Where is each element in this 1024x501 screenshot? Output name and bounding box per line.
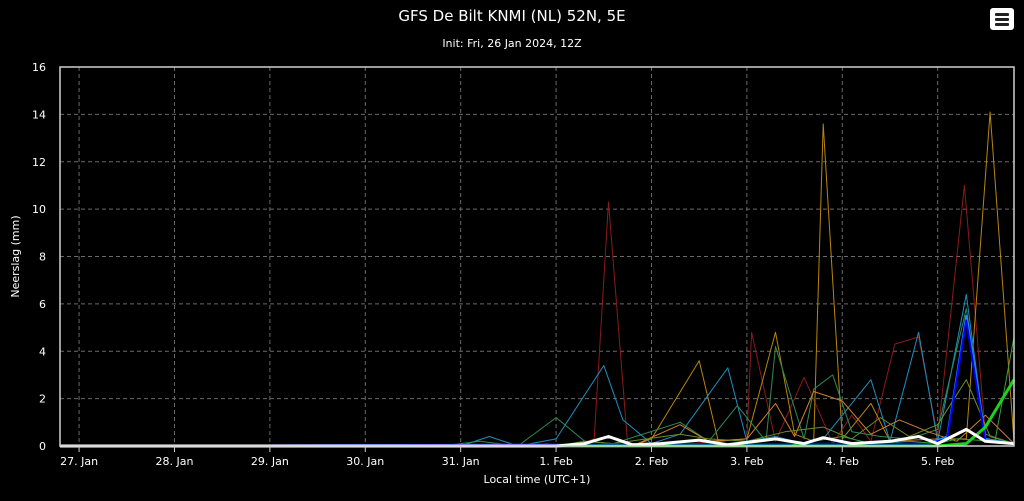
y-tick-label: 12: [32, 156, 46, 169]
x-tick-label: 30. Jan: [346, 455, 384, 468]
menu-bar: [995, 13, 1009, 16]
y-tick-label: 0: [39, 440, 46, 453]
chart-title: GFS De Bilt KNMI (NL) 52N, 5E: [398, 7, 626, 25]
x-tick-label: 5. Feb: [921, 455, 954, 468]
series-line: [60, 427, 1015, 448]
y-tick-label: 10: [32, 203, 46, 216]
series-line: [60, 391, 1015, 447]
x-tick-label: 1. Feb: [539, 455, 572, 468]
axes: 0 2 4 6 8 10 12 14 16 27. Jan 28. Jan 29. Jan 30. Ja…: [9, 61, 954, 486]
grid: [60, 67, 1014, 446]
x-tick-label: 29. Jan: [251, 455, 289, 468]
series-line: [60, 336, 1015, 447]
y-tick-label: 2: [39, 393, 46, 406]
y-axis-title: Neerslag (mm): [9, 215, 22, 297]
x-tick-label: 3. Feb: [730, 455, 763, 468]
hamburger-menu-icon[interactable]: [990, 8, 1014, 30]
x-axis-title: Local time (UTC+1): [484, 473, 591, 486]
y-tick-label: 4: [39, 345, 46, 358]
menu-bar: [995, 18, 1009, 21]
y-tick-label: 8: [39, 251, 46, 264]
y-tick-label: 14: [32, 108, 46, 121]
x-tick-label: 4. Feb: [826, 455, 859, 468]
x-tick-label: 2. Feb: [635, 455, 668, 468]
series-line: [60, 308, 1015, 447]
x-tick-label: 31. Jan: [442, 455, 480, 468]
x-tick-label: 27. Jan: [60, 455, 98, 468]
series-line: [60, 184, 1015, 447]
menu-bar: [995, 23, 1009, 26]
y-tick-label: 6: [39, 298, 46, 311]
series-line: [59, 319, 1015, 447]
x-tick-label: 28. Jan: [156, 455, 194, 468]
series-line: [60, 293, 1015, 447]
series-line: [60, 379, 1015, 447]
y-tick-label: 16: [32, 61, 46, 74]
chart-subtitle: Init: Fri, 26 Jan 2024, 12Z: [442, 37, 582, 50]
series-line: [60, 378, 1016, 448]
plot-border: [59, 66, 1015, 447]
